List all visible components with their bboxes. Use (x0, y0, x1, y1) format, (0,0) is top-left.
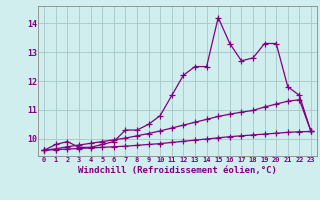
X-axis label: Windchill (Refroidissement éolien,°C): Windchill (Refroidissement éolien,°C) (78, 166, 277, 175)
